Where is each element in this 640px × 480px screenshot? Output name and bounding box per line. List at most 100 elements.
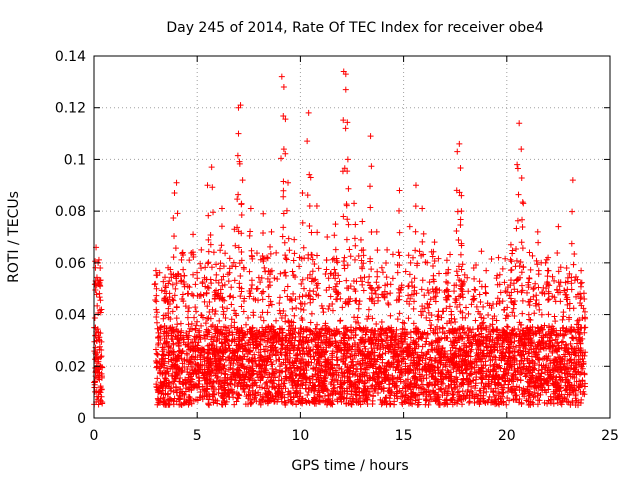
data-point (572, 273, 579, 280)
data-point (292, 333, 299, 340)
data-point (228, 301, 235, 308)
data-point (558, 377, 565, 384)
data-point (514, 376, 521, 383)
data-point (205, 285, 212, 292)
data-point (507, 277, 514, 284)
data-points (91, 68, 589, 409)
data-point (314, 285, 321, 292)
data-point (493, 317, 500, 324)
data-point (360, 252, 367, 259)
data-point (181, 356, 188, 363)
data-point (306, 287, 313, 294)
data-point (529, 252, 536, 259)
data-point (194, 275, 201, 282)
data-point (315, 265, 322, 272)
data-point (432, 298, 439, 305)
data-point (215, 279, 222, 286)
data-point (468, 388, 475, 395)
data-point (281, 380, 288, 387)
data-point (201, 298, 208, 305)
data-point (306, 293, 313, 300)
data-point (160, 398, 167, 405)
data-point (507, 295, 514, 302)
data-point (422, 360, 429, 367)
data-point (98, 393, 105, 400)
data-point (419, 308, 426, 315)
data-point (462, 367, 469, 374)
data-point (477, 299, 484, 306)
data-point (284, 293, 291, 300)
data-point (371, 355, 378, 362)
data-point (570, 261, 577, 268)
data-point (192, 304, 199, 311)
data-point (434, 329, 441, 336)
data-point (549, 273, 556, 280)
data-point (535, 367, 542, 374)
data-point (153, 306, 160, 313)
data-point (536, 306, 543, 313)
data-point (158, 287, 165, 294)
data-point (185, 308, 192, 315)
data-point (347, 253, 354, 260)
data-point (257, 391, 264, 398)
data-point (483, 388, 490, 395)
data-point (573, 321, 580, 328)
data-point (373, 321, 380, 328)
data-point (153, 350, 160, 357)
data-point (260, 317, 267, 324)
data-point (423, 314, 430, 321)
data-point (185, 321, 192, 328)
data-point (478, 248, 485, 255)
data-point (402, 268, 409, 275)
data-point (472, 356, 479, 363)
data-point (186, 346, 193, 353)
data-point (275, 396, 282, 403)
data-point (238, 303, 245, 310)
data-point (310, 296, 317, 303)
data-point (366, 374, 373, 381)
data-point (368, 383, 375, 390)
data-point (272, 352, 279, 359)
data-point (350, 362, 357, 369)
data-point (237, 272, 244, 279)
data-point (248, 400, 255, 407)
data-point (261, 348, 268, 355)
data-point (98, 370, 105, 377)
data-point (556, 283, 563, 290)
data-point (173, 280, 180, 287)
data-point (98, 386, 105, 393)
data-point (276, 363, 283, 370)
data-point (289, 305, 296, 312)
data-point (436, 270, 443, 277)
data-point (285, 327, 292, 334)
data-point (352, 325, 359, 332)
data-point (183, 350, 190, 357)
data-point (504, 388, 511, 395)
data-point (154, 325, 161, 332)
data-point (427, 325, 434, 332)
data-point (418, 349, 425, 356)
data-point (282, 312, 289, 319)
data-point (371, 376, 378, 383)
data-point (97, 330, 104, 337)
data-point (427, 296, 434, 303)
data-point (411, 275, 418, 282)
data-point (446, 303, 453, 310)
data-point (291, 312, 298, 319)
data-point (459, 362, 466, 369)
data-point (253, 327, 260, 334)
data-point (272, 374, 279, 381)
data-point (165, 343, 172, 350)
data-point (391, 383, 398, 390)
data-point (96, 343, 103, 350)
data-point (369, 315, 376, 322)
data-point (432, 382, 439, 389)
data-point (507, 256, 514, 263)
data-point (410, 305, 417, 312)
data-point (260, 258, 267, 265)
data-point (307, 319, 314, 326)
data-point (333, 369, 340, 376)
data-point (152, 346, 159, 353)
data-point (202, 283, 209, 290)
